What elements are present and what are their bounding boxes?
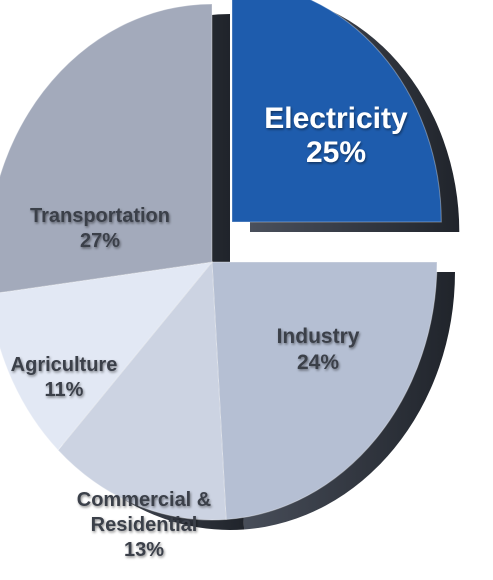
slice-name-label: Transportation <box>30 205 170 227</box>
slice-value-label: 11% <box>45 379 84 401</box>
slice-name-label: Commercial & <box>77 489 212 511</box>
slice-name-label: Residential <box>91 514 198 536</box>
slice-value-label: 27% <box>80 230 120 252</box>
pie-slice-transportation <box>0 3 213 294</box>
pie-slice-commercial-and-residential <box>57 260 227 521</box>
pie-slice-industry <box>211 261 438 521</box>
slice-label-transportation: Transportation 27% <box>30 205 170 252</box>
slice-label-agriculture: Agriculture 11% <box>11 354 118 401</box>
pie-slice-agriculture <box>0 261 214 451</box>
slice-label-commercial-and-residential: Commercial & Residential 13% <box>77 489 212 561</box>
slice-value-label: 25% <box>306 136 366 169</box>
pie-slice-electricity <box>231 0 442 223</box>
slice-value-label: 24% <box>297 351 339 374</box>
slice-name-label: Electricity <box>264 102 408 135</box>
slice-label-industry: Industry 24% <box>277 325 360 374</box>
slice-name-label: Industry <box>277 325 360 348</box>
slice-value-label: 13% <box>124 539 164 561</box>
slice-name-label: Agriculture <box>11 354 118 376</box>
